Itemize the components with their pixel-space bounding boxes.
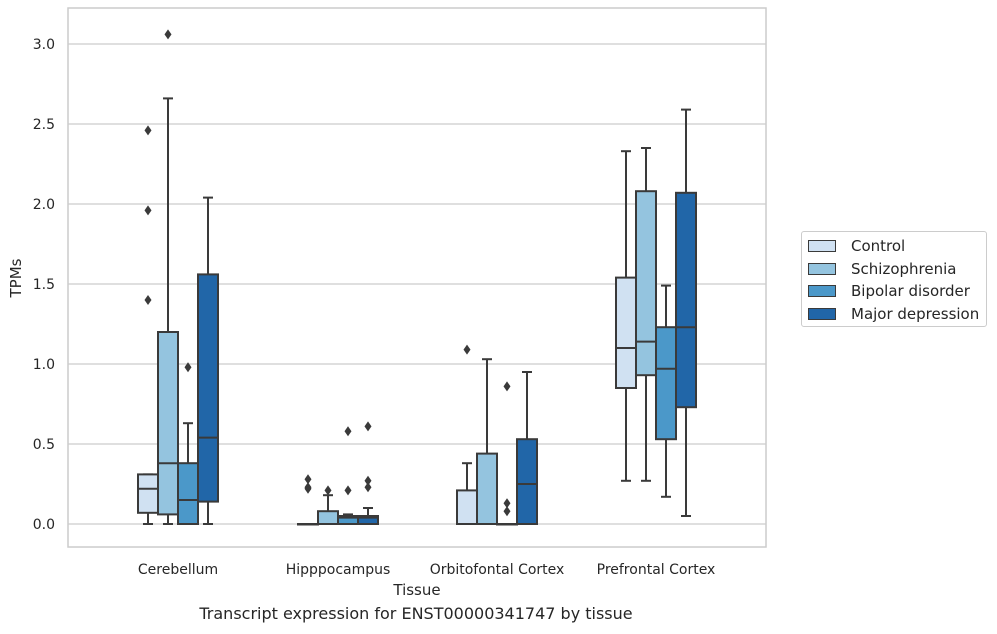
outlier-point — [344, 426, 352, 437]
outlier-point — [184, 362, 192, 373]
box-body — [317, 510, 339, 526]
box-0-1 — [157, 29, 179, 525]
box-body — [137, 473, 159, 514]
x-tick-label: Cerebellum — [138, 562, 218, 578]
legend-swatch — [808, 262, 836, 275]
legend-item: Control — [808, 235, 986, 258]
y-tick-label: 1.0 — [33, 357, 55, 373]
box-body — [197, 273, 219, 503]
legend-item: Schizophrenia — [808, 258, 986, 281]
outlier-point — [344, 485, 352, 496]
outlier-point — [144, 205, 152, 216]
y-tick-label: 0.5 — [33, 437, 55, 453]
box-body — [177, 462, 199, 526]
y-tick-label: 2.5 — [33, 117, 55, 133]
x-axis-title: Tissue — [392, 581, 440, 599]
x-tick-label: Orbitofontal Cortex — [430, 562, 565, 578]
box-2-2 — [496, 381, 518, 526]
outlier-point — [463, 344, 471, 355]
legend-label: Major depression — [851, 304, 980, 323]
box-2-1 — [476, 358, 498, 526]
box-2-3 — [516, 371, 538, 526]
x-tick-label: Hipppocampus — [286, 562, 391, 578]
legend-swatch — [808, 240, 836, 253]
x-tick-label: Prefrontal Cortex — [597, 562, 716, 578]
box-1-3 — [357, 421, 379, 525]
box-body — [655, 326, 677, 441]
legend-swatch — [808, 307, 836, 320]
outlier-point — [304, 474, 312, 485]
y-tick-label: 3.0 — [33, 37, 55, 53]
box-0-0 — [137, 473, 159, 525]
y-tick-label: 1.5 — [33, 277, 55, 293]
legend-item: Bipolar disorder — [808, 280, 986, 303]
box-body — [615, 276, 637, 390]
legend-item: Major depression — [808, 303, 986, 326]
box-1-1 — [317, 485, 339, 526]
legend-label: Schizophrenia — [851, 259, 957, 278]
outlier-point — [144, 125, 152, 136]
outlier-point — [324, 485, 332, 496]
box-series — [137, 29, 697, 526]
figure-caption: Transcript expression for ENST0000034174… — [199, 604, 633, 623]
x-tick-labels: Cerebellum Hipppocampus Orbitofontal Corte… — [138, 562, 715, 578]
y-axis-title: TPMs — [7, 258, 25, 298]
y-tick-labels: 0.0 0.5 1.0 1.5 2.0 2.5 3.0 — [33, 37, 55, 533]
y-tick-label: 2.0 — [33, 197, 55, 213]
box-1-0 — [297, 523, 319, 526]
legend-label: Control — [851, 237, 906, 256]
box-body — [635, 190, 657, 377]
outlier-point — [364, 421, 372, 432]
box-2-0 — [456, 462, 478, 525]
box-body — [157, 331, 179, 516]
box-body — [357, 515, 379, 525]
box-body — [516, 438, 538, 526]
outlier-point — [304, 482, 312, 493]
outlier-point — [144, 295, 152, 305]
box-body — [675, 191, 697, 409]
box-3-3 — [675, 108, 697, 517]
box-0-3 — [197, 196, 219, 525]
legend: Control Schizophrenia Bipolar disorder Majo… — [801, 231, 987, 327]
legend-label: Bipolar disorder — [851, 282, 970, 301]
box-3-1 — [635, 147, 657, 482]
plot-frame — [67, 7, 767, 548]
box-body — [456, 489, 478, 525]
outlier-point — [503, 498, 511, 509]
outlier-point — [164, 29, 172, 40]
outlier-point — [503, 506, 511, 517]
legend-swatch — [808, 285, 836, 298]
box-plot: 0.0 0.5 1.0 1.5 2.0 2.5 3.0 Cerebellum Hipppoca… — [7, 7, 767, 599]
y-tick-label: 0.0 — [33, 517, 55, 533]
outlier-point — [364, 475, 372, 486]
outlier-point — [364, 482, 372, 493]
outlier-point — [503, 381, 511, 392]
box-body — [476, 452, 498, 526]
